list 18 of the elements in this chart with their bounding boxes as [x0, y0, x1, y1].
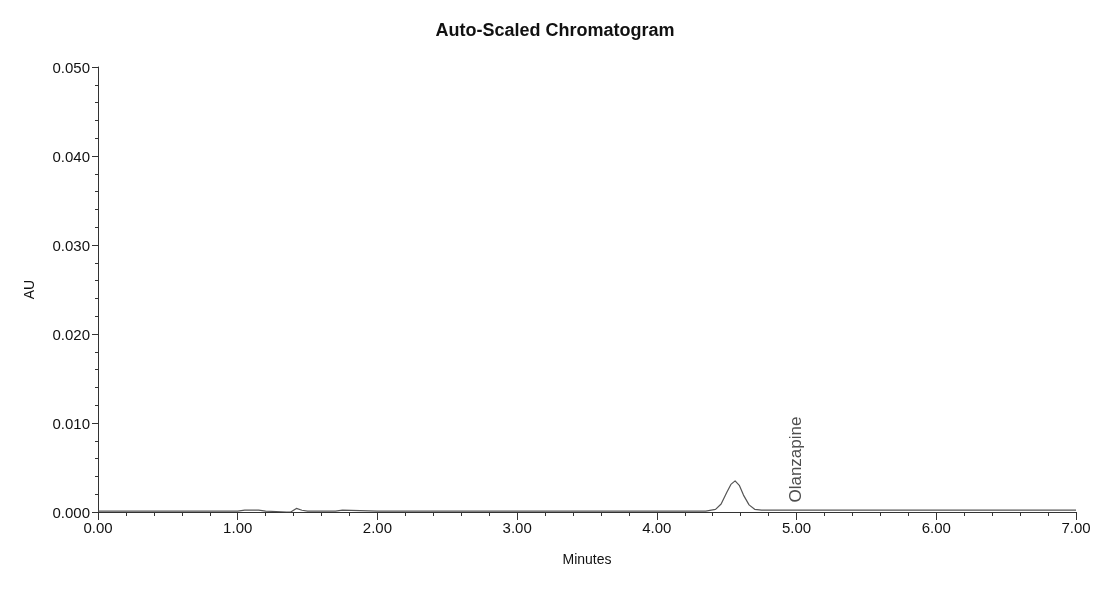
y-tick-label: 0.040 — [52, 147, 90, 165]
x-tick-label: 1.00 — [223, 519, 253, 536]
x-tick-label: 2.00 — [362, 519, 393, 536]
x-tick-label: 6.00 — [921, 519, 951, 536]
x-tick-label: 7.00 — [1061, 519, 1091, 536]
x-axis-title: Minutes — [562, 551, 612, 567]
y-axis-title: AU — [21, 279, 37, 300]
x-tick-label: 0.00 — [83, 519, 113, 536]
y-tick-label: 0.020 — [52, 325, 90, 343]
chart-title: Auto-Scaled Chromatogram — [435, 20, 675, 40]
y-tick-label: 0.010 — [52, 414, 90, 432]
x-tick-label: 5.00 — [781, 519, 812, 536]
y-tick-label: 0.030 — [52, 236, 90, 254]
x-tick-label: 3.00 — [502, 519, 532, 536]
x-tick-label: 4.00 — [642, 519, 672, 536]
annotation: Olanzapine — [786, 416, 806, 503]
y-tick-label: 0.050 — [52, 58, 90, 76]
y-tick-label: 0.000 — [52, 503, 90, 521]
